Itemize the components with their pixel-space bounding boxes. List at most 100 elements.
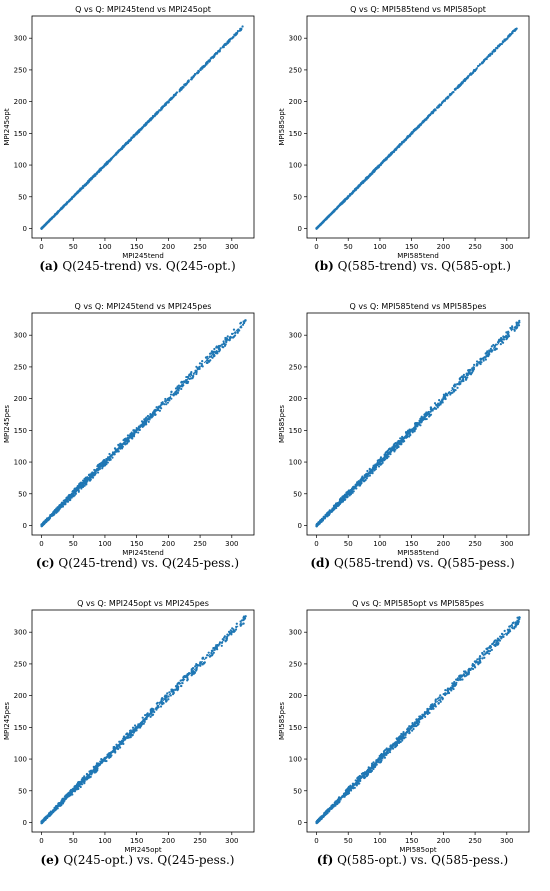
data-point: [434, 698, 437, 701]
data-point: [497, 340, 500, 343]
data-point: [454, 389, 457, 392]
data-point: [465, 378, 468, 381]
data-point: [176, 391, 180, 394]
data-point: [401, 435, 404, 438]
data-point: [450, 689, 453, 692]
data-point: [234, 331, 237, 335]
data-point: [479, 655, 482, 658]
data-point: [168, 691, 171, 694]
y-tick-label: 250: [289, 363, 302, 371]
data-point: [174, 387, 178, 390]
data-point: [349, 784, 352, 787]
data-point: [379, 760, 382, 763]
scatter-chart: Q vs Q: MPI245tend vs MPI245pes 0 50 100 150…: [3, 302, 255, 557]
data-point: [496, 643, 499, 646]
y-tick-label: 50: [293, 490, 302, 498]
data-point: [231, 336, 235, 339]
data-point: [213, 347, 216, 351]
data-point: [419, 424, 422, 427]
y-tick-label: 0: [298, 819, 302, 827]
data-point: [232, 328, 236, 331]
y-tick-label: 200: [14, 98, 27, 106]
data-point: [222, 340, 225, 343]
y-tick-label: 0: [23, 819, 27, 827]
data-point: [239, 321, 243, 324]
chart-title: Q vs Q: MPI585tend vs MPI585pes: [350, 302, 487, 311]
data-point: [469, 372, 472, 375]
data-point: [159, 701, 162, 704]
data-point: [236, 331, 239, 334]
x-tick-label: 300: [225, 243, 238, 251]
y-tick-label: 300: [14, 35, 27, 43]
data-point: [106, 461, 109, 464]
x-tick-label: 250: [468, 540, 481, 548]
data-point: [176, 385, 179, 388]
y-tick-label: 200: [289, 98, 302, 106]
data-point: [144, 713, 147, 717]
data-point: [475, 360, 479, 363]
y-tick-label: 250: [289, 660, 302, 668]
data-point: [122, 742, 125, 745]
data-point: [174, 688, 177, 691]
data-point: [347, 792, 350, 795]
reference-diagonal: [316, 617, 522, 823]
data-point: [381, 461, 384, 464]
data-point: [219, 47, 222, 50]
data-point: [451, 386, 454, 390]
data-point: [408, 731, 411, 734]
data-point: [180, 86, 183, 90]
x-tick-label: 0: [314, 540, 318, 548]
data-point: [149, 715, 152, 718]
data-point: [513, 328, 516, 331]
data-point: [462, 670, 466, 673]
data-point: [498, 639, 502, 642]
data-point: [203, 661, 206, 664]
data-point: [508, 625, 511, 628]
data-point: [491, 642, 494, 646]
data-point: [230, 336, 233, 339]
data-point: [122, 439, 125, 442]
y-tick-label: 100: [289, 756, 302, 764]
y-tick-label: 150: [289, 427, 302, 435]
data-point: [146, 414, 150, 418]
data-point: [71, 490, 74, 493]
data-point: [213, 353, 216, 357]
scatter-chart: Q vs Q: MPI585tend vs MPI585pes 0 50 100 150…: [278, 302, 530, 557]
data-point: [458, 383, 461, 386]
data-point: [186, 673, 189, 676]
data-point: [226, 337, 229, 341]
data-point: [400, 443, 403, 446]
data-point: [235, 622, 238, 625]
data-point: [411, 431, 414, 434]
data-point: [68, 493, 71, 497]
data-point: [195, 365, 198, 368]
panel-c: Q vs Q: MPI245tend vs MPI245pes 0 50 100 150…: [0, 297, 275, 594]
data-point: [174, 93, 177, 97]
data-point: [88, 479, 92, 482]
figure-caption: (d) Q(585-trend) vs. Q(585-pess.): [275, 556, 550, 570]
panel-b: Q vs Q: MPI585tend vs MPI585opt 0 50 100 150…: [275, 0, 550, 297]
data-point: [170, 390, 173, 393]
data-point: [154, 408, 157, 411]
data-point: [238, 329, 241, 332]
scatter-chart: Q vs Q: MPI585tend vs MPI585opt 0 50 100 150…: [278, 5, 530, 260]
data-point: [156, 408, 159, 411]
x-tick-label: 150: [130, 837, 143, 845]
data-point: [483, 650, 486, 653]
data-point: [364, 478, 367, 482]
y-tick-label: 0: [298, 522, 302, 530]
data-point: [477, 361, 480, 364]
y-tick-label: 200: [289, 395, 302, 403]
data-point: [474, 666, 477, 669]
data-point: [453, 384, 456, 388]
data-point: [452, 388, 455, 391]
data-point: [424, 715, 427, 719]
y-tick-label: 300: [289, 35, 302, 43]
data-point: [395, 745, 398, 748]
x-tick-label: 50: [69, 540, 78, 548]
x-tick-label: 50: [69, 837, 78, 845]
y-tick-label: 150: [289, 130, 302, 138]
data-point: [219, 344, 222, 347]
data-point: [439, 694, 442, 697]
data-point: [471, 667, 475, 671]
